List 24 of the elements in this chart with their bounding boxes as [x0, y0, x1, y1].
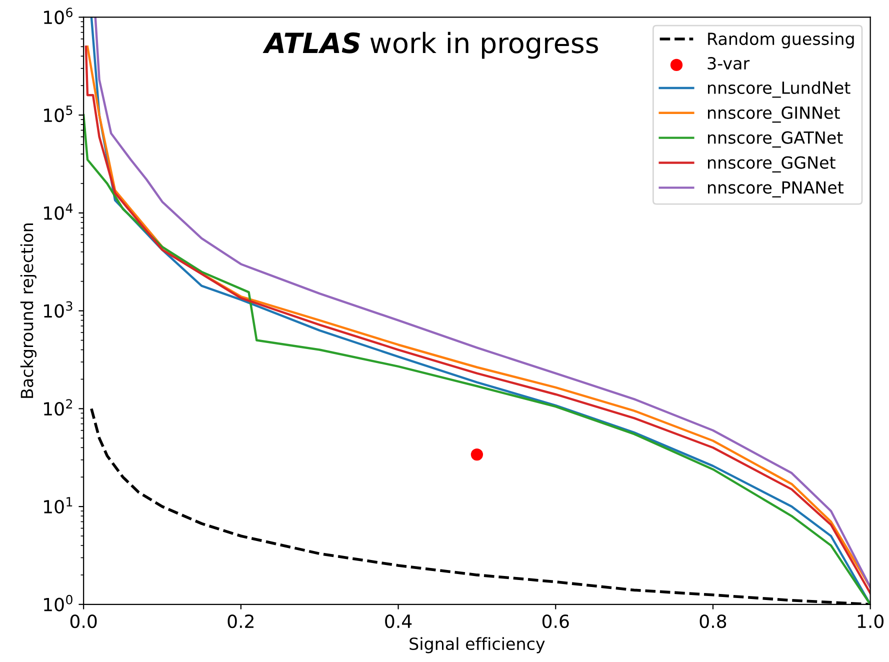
x-axis-title: Signal efficiency — [410, 637, 545, 654]
y-tick-label: 10$^{0}$ — [44, 594, 72, 612]
y-axis-title: Background rejection — [20, 224, 37, 398]
legend-label: Random guessing — [708, 32, 854, 48]
legend-label: nnscore_GGNet — [708, 156, 836, 173]
x-tick-label: 0.4 — [385, 614, 412, 628]
y-tick-label: 10$^{6}$ — [44, 8, 72, 24]
legend-label: nnscore_GINNet — [708, 106, 840, 123]
x-tick-label: 0.0 — [70, 614, 97, 628]
x-tick-label: 0.2 — [228, 614, 254, 628]
y-tick-label: 10$^{4}$ — [44, 204, 73, 220]
x-tick-label: 0.8 — [700, 614, 726, 628]
legend-label: nnscore_LundNet — [708, 81, 850, 98]
x-tick-label: 0.6 — [542, 614, 569, 628]
y-tick-label: 10$^{2}$ — [44, 399, 72, 416]
legend-label: 3-var — [708, 56, 750, 70]
x-tick-label: 1.0 — [858, 614, 884, 628]
annotation: work in progress — [370, 32, 598, 59]
y-tick-label: 10$^{3}$ — [44, 301, 72, 318]
legend-label: nnscore_GATNet — [708, 131, 843, 148]
y-tick-label: 10$^{5}$ — [44, 106, 72, 122]
y-tick-label: 10$^{1}$ — [44, 497, 72, 514]
legend-label: nnscore_PNANet — [708, 181, 844, 198]
annotation: ATLAS — [262, 32, 360, 54]
